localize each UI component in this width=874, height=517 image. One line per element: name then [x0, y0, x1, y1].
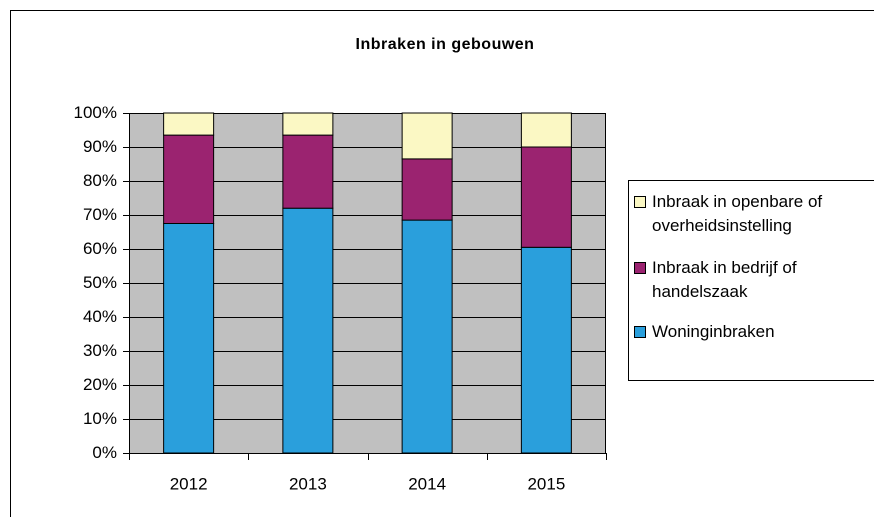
y-tick-label: 40% — [83, 307, 117, 326]
legend-label: Inbraak in bedrijf of handelszaak — [652, 258, 797, 301]
bar-segment — [401, 112, 453, 160]
bar-segment — [282, 134, 334, 209]
bar-segment — [282, 207, 334, 454]
bar-segment — [520, 246, 572, 454]
legend-swatch — [634, 196, 646, 208]
legend-label: Woninginbraken — [652, 322, 775, 341]
y-tick-label: 80% — [83, 171, 117, 190]
bar-segment — [163, 112, 215, 136]
legend-box — [628, 180, 874, 381]
legend-label: Inbraak in openbare of overheidsinstelli… — [652, 192, 823, 235]
y-tick-label: 60% — [83, 239, 117, 258]
y-tick-label: 50% — [83, 273, 117, 292]
y-tick-label: 100% — [74, 103, 117, 122]
legend-item: Inbraak in openbare of overheidsinstelli… — [634, 190, 874, 238]
bar-segment — [282, 112, 334, 136]
x-tick-label: 2012 — [170, 474, 208, 493]
x-tick-label: 2014 — [408, 474, 446, 493]
legend-item: Woninginbraken — [634, 320, 874, 344]
bar-segment — [520, 112, 572, 148]
y-tick-label: 20% — [83, 375, 117, 394]
bar-segment — [401, 158, 453, 221]
x-tick-label: 2013 — [289, 474, 327, 493]
bar-segment — [163, 223, 215, 454]
legend-swatch — [634, 326, 646, 338]
bar-segment — [520, 146, 572, 248]
legend-swatch — [634, 262, 646, 274]
y-tick-label: 30% — [83, 341, 117, 360]
y-tick-label: 10% — [83, 409, 117, 428]
y-tick-label: 90% — [83, 137, 117, 156]
legend-item: Inbraak in bedrijf of handelszaak — [634, 256, 874, 304]
x-tick-label: 2015 — [527, 474, 565, 493]
y-tick-label: 70% — [83, 205, 117, 224]
chart-title: Inbraken in gebouwen — [356, 36, 535, 53]
bar-segment — [401, 219, 453, 454]
bar-segment — [163, 134, 215, 225]
y-tick-label: 0% — [92, 443, 117, 462]
